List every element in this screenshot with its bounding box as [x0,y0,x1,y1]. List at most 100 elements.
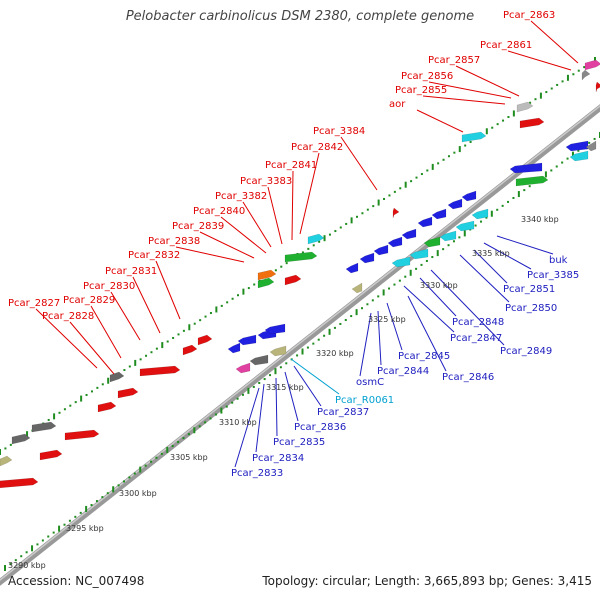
gene-arrow [461,190,477,202]
gene-track [0,59,600,489]
ruler-tick [312,342,315,345]
ruler-tick [225,405,228,408]
kbp-label: 3310 kbp [219,418,257,427]
ruler-tick [453,151,456,154]
chromosome-backbone [0,104,600,586]
gene-arrow [64,429,100,441]
gene-arrow [431,208,447,220]
ruler-tick [333,326,336,329]
ruler-tick [577,149,580,152]
ruler-tick [339,226,342,229]
ruler-tick [231,297,234,300]
gene-arrow [139,365,181,377]
ruler-tick [85,505,88,512]
label-leader [455,65,520,97]
ruler-tick [571,151,574,158]
ruler-tick [447,244,450,247]
kbp-label: 3335 kbp [472,249,510,258]
accession-text: Accession: NC_007498 [8,574,145,588]
ruler-tick [9,563,12,566]
ruler-tick [166,340,169,343]
label-leader [459,254,510,303]
gene-label: Pcar_2857 [428,55,480,66]
gene-arrow [515,175,549,187]
ruler-tick [0,449,1,455]
ruler-tick [458,146,461,153]
ruler-tick [14,559,17,562]
ruler-tick [415,176,418,179]
ruler-tick [150,460,153,463]
label-leader [267,186,283,245]
kbp-label: 3295 kbp [66,524,104,533]
gene-arrow [235,362,251,374]
ruler-tick [90,504,93,507]
kbp-label: 3300 kbp [119,489,157,498]
gene-arrow [581,69,591,81]
ruler-tick [107,377,110,384]
ruler-tick [517,191,520,198]
ruler-tick [436,250,439,257]
ruler-tick [58,411,61,414]
kbp-label: 3340 kbp [521,215,559,224]
gene-label: Pcar_2847 [450,333,502,344]
ruler-tick [182,329,185,332]
ruler-tick [377,295,380,298]
topology-text: Topology: circular; Length: 3,665,893 bp… [262,574,592,588]
ruler-tick [420,173,423,176]
gene-arrow [269,345,287,357]
gene-arrow [97,401,117,413]
label-leader [90,305,122,359]
gene-arrow [351,282,363,294]
label-leader [507,50,572,71]
ruler-tick [68,519,71,522]
label-leader [255,383,265,453]
ruler-tick [52,531,55,534]
ruler-tick [572,73,575,76]
ruler-tick [47,418,50,421]
ruler-tick [399,187,402,190]
ruler-tick [252,385,255,388]
ruler-tick [366,208,369,211]
gene-label: Pcar_2829 [63,295,115,306]
ruler-tick [280,265,283,268]
label-leader [530,20,579,64]
gene-arrow [0,477,39,489]
ruler-tick [485,216,488,219]
gene-arrow [401,228,417,240]
ruler-tick [350,217,353,224]
gene-label: aor [389,99,406,110]
ruler-tick [393,283,396,286]
ruler-tick [112,486,115,493]
ruler-tick [279,366,282,369]
ruler-tick [452,240,455,243]
gene-label: Pcar_2840 [193,206,245,217]
ruler-tick [339,322,342,325]
ruler-tick [507,200,510,203]
gene-label: Pcar_2863 [503,10,555,21]
label-leader [377,310,382,366]
ruler-tick [133,472,136,475]
ruler-tick [523,189,526,192]
ruler-tick [393,190,396,193]
ruler-tick [345,222,348,225]
ruler-tick [372,205,375,208]
gene-arrow [237,334,257,346]
ruler-tick [242,288,245,295]
ruler-tick [36,543,39,546]
ruler-tick [53,413,56,420]
gene-arrow [447,198,463,210]
ruler-tick [144,464,147,467]
ruler-tick [236,397,239,400]
gene-label: Pcar_2833 [231,468,283,479]
gene-label: osmC [356,377,384,388]
label-leader [69,321,115,375]
ruler-tick [182,437,185,440]
ruler-tick [361,307,363,310]
gene-arrow [39,449,63,461]
ruler-tick [101,496,104,499]
ruler-tick [409,269,412,276]
label-leader [419,277,457,317]
ruler-tick [253,283,256,286]
label-leader [299,152,320,235]
